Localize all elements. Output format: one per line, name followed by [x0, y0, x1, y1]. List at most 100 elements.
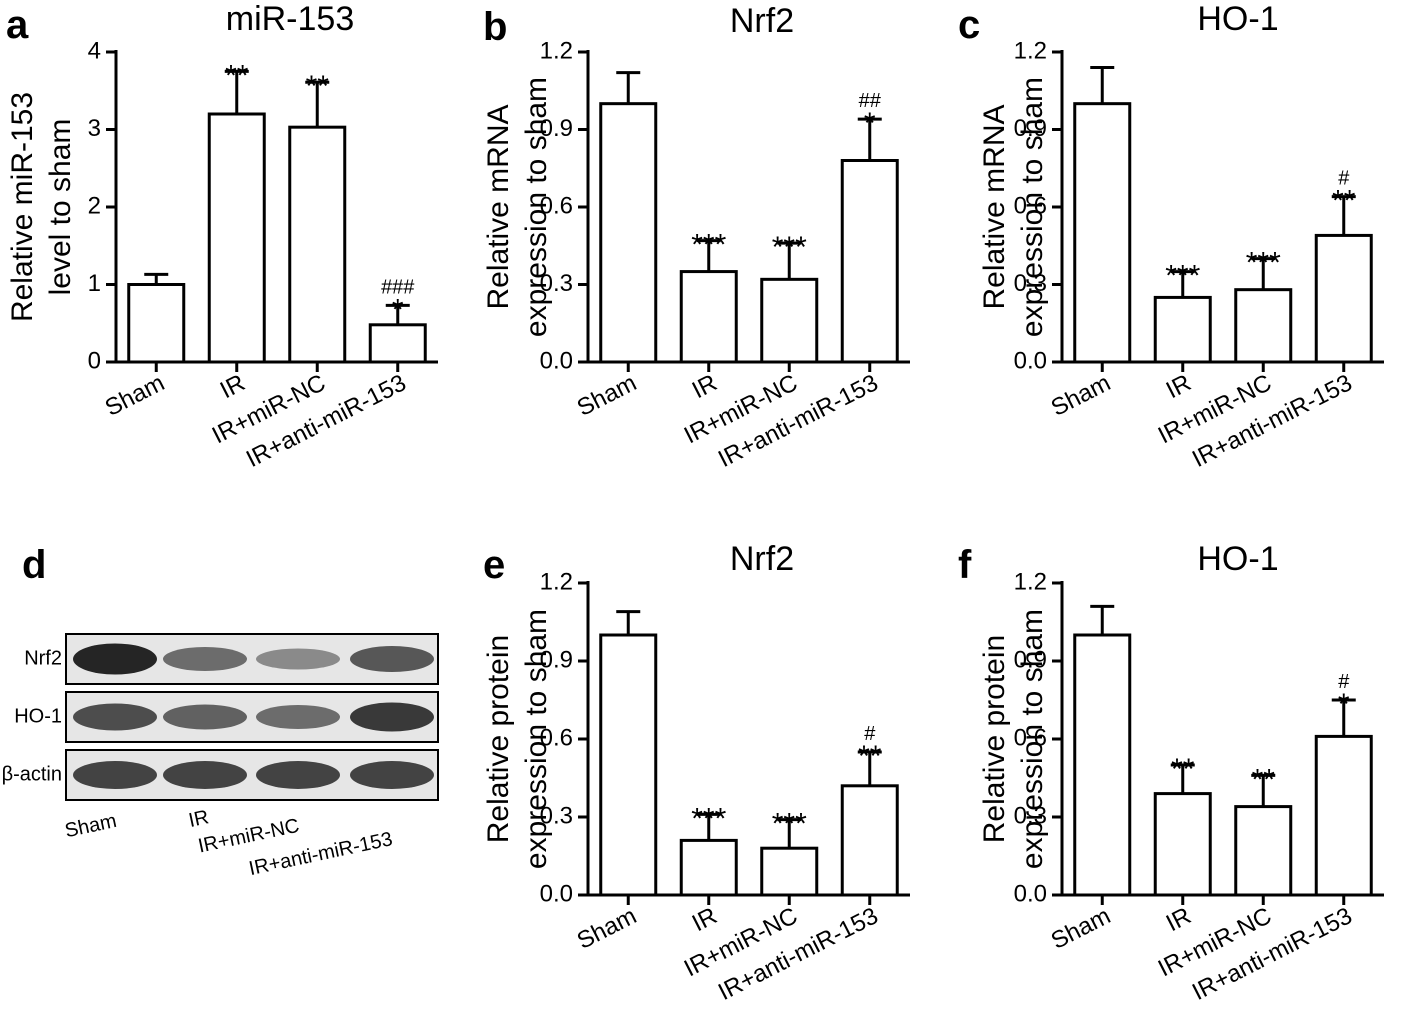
y-axis-label-line1: Relative mRNA: [978, 104, 1011, 309]
y-tick-label: 0: [88, 347, 101, 374]
y-axis-label-line1: Relative miR-153: [6, 92, 39, 322]
x-tick-label: Sham: [1047, 369, 1115, 422]
blot-band: [73, 703, 157, 731]
x-tick-label: Sham: [573, 902, 641, 955]
significance-star: **: [1252, 763, 1276, 796]
blot-band: [73, 643, 157, 675]
significance-star: ***: [1165, 260, 1200, 293]
y-tick-label: 3: [88, 115, 101, 142]
blot-band: [350, 761, 434, 789]
bar-IR+miR-NC: [1234, 805, 1293, 897]
chart-panel-b: b Nrf2 Relative mRNA expression to sham 0.0 0…: [482, 2, 910, 473]
blot-band: [350, 702, 434, 732]
y-tick-label: 2: [88, 192, 101, 219]
bar-Sham: [599, 102, 658, 364]
blot-band: [350, 646, 434, 672]
x-tick-label: Sham: [573, 369, 641, 422]
y-tick-label: 0.0: [540, 347, 573, 374]
bar-IR+miR-NC: [288, 125, 347, 364]
significance-hash: #: [1338, 671, 1350, 693]
significance-star: **: [1332, 185, 1356, 218]
bar-IR+miR-NC: [1234, 288, 1293, 364]
y-tick-label: 0.3: [540, 802, 573, 829]
y-tick-label: 0.0: [540, 880, 573, 907]
blot-band: [163, 647, 247, 671]
x-tick-label: IR: [688, 369, 722, 404]
significance-hash: #: [864, 723, 876, 745]
y-tick-label: 0.6: [540, 192, 573, 219]
bar-IR+miR-NC: [760, 846, 819, 897]
bar-IR: [207, 112, 266, 364]
significance-star: **: [858, 740, 882, 773]
chart-title: HO-1: [1197, 0, 1278, 38]
significance-star: **: [1171, 753, 1195, 786]
panel-letter: e: [483, 543, 505, 587]
y-axis-label-line2: expression to sham: [1016, 609, 1049, 869]
chart-title: Nrf2: [730, 540, 794, 578]
x-tick-label: IR: [688, 902, 722, 937]
bar-Sham: [599, 633, 658, 897]
y-tick-label: 0.0: [1014, 880, 1047, 907]
y-tick-label: 0.9: [540, 646, 573, 673]
y-tick-label: 1.2: [540, 37, 573, 64]
chart-title: Nrf2: [730, 2, 794, 40]
significance-star: ***: [691, 229, 726, 262]
x-tick-label: Sham: [1047, 902, 1115, 955]
y-axis-label-line1: Relative protein: [482, 635, 515, 843]
y-tick-label: 0.9: [1014, 646, 1047, 673]
bar-IR+anti-miR-153: [1314, 734, 1373, 897]
y-axis-label-line2: expression to sham: [520, 609, 553, 869]
bar-IR+anti-miR-153: [840, 159, 899, 364]
significance-star: *: [1338, 688, 1350, 721]
bar-IR: [1153, 295, 1212, 364]
blot-band: [256, 761, 340, 789]
significance-star: *: [392, 293, 404, 326]
bar-IR: [679, 838, 738, 897]
significance-star: ***: [1246, 247, 1281, 280]
bar-IR+anti-miR-153: [368, 323, 427, 364]
bar-Sham: [1073, 633, 1132, 897]
x-tick-label: IR: [1162, 369, 1196, 404]
blot-band: [73, 761, 157, 789]
x-tick-label: IR: [216, 369, 250, 404]
y-tick-label: 1.2: [540, 568, 573, 595]
blot-lane-label: IR: [187, 806, 211, 832]
blot-band: [256, 705, 340, 729]
x-tick-label: IR: [1162, 902, 1196, 937]
significance-star: *: [864, 107, 876, 140]
blot-row-label: β-actin: [2, 763, 62, 785]
y-axis-label-line1: Relative mRNA: [482, 104, 515, 309]
panel-letter: c: [958, 3, 980, 47]
blot-band: [163, 704, 247, 730]
y-tick-label: 1.2: [1014, 568, 1047, 595]
significance-star: **: [306, 70, 330, 103]
y-tick-label: 0.9: [540, 115, 573, 142]
significance-star: ***: [772, 231, 807, 264]
chart-panel-c: c HO-1 Relative mRNA expression to sham 0.0 0…: [958, 0, 1384, 473]
blot-row-label: Nrf2: [24, 647, 62, 669]
bar-IR: [679, 270, 738, 364]
significance-star: ***: [691, 802, 726, 835]
y-tick-label: 0.6: [1014, 724, 1047, 751]
chart-panel-a: a miR-153 Relative miR-153 level to sham 0 1 2…: [6, 0, 438, 473]
bar-IR+anti-miR-153: [1314, 233, 1373, 364]
y-tick-label: 1: [88, 270, 101, 297]
bar-Sham: [127, 283, 186, 364]
bar-IR: [1153, 792, 1212, 897]
blot-lane-label: Sham: [63, 810, 119, 842]
bar-Sham: [1073, 102, 1132, 364]
blot-band: [163, 761, 247, 789]
chart-title: HO-1: [1197, 540, 1278, 578]
blot-band: [256, 648, 340, 670]
y-tick-label: 0.6: [1014, 192, 1047, 219]
panel-letter: d: [22, 543, 46, 587]
y-tick-label: 0.3: [1014, 802, 1047, 829]
bar-IR+miR-NC: [760, 277, 819, 364]
y-tick-label: 4: [88, 37, 101, 64]
y-tick-label: 0.0: [1014, 347, 1047, 374]
blot-row-label: HO-1: [14, 705, 62, 727]
